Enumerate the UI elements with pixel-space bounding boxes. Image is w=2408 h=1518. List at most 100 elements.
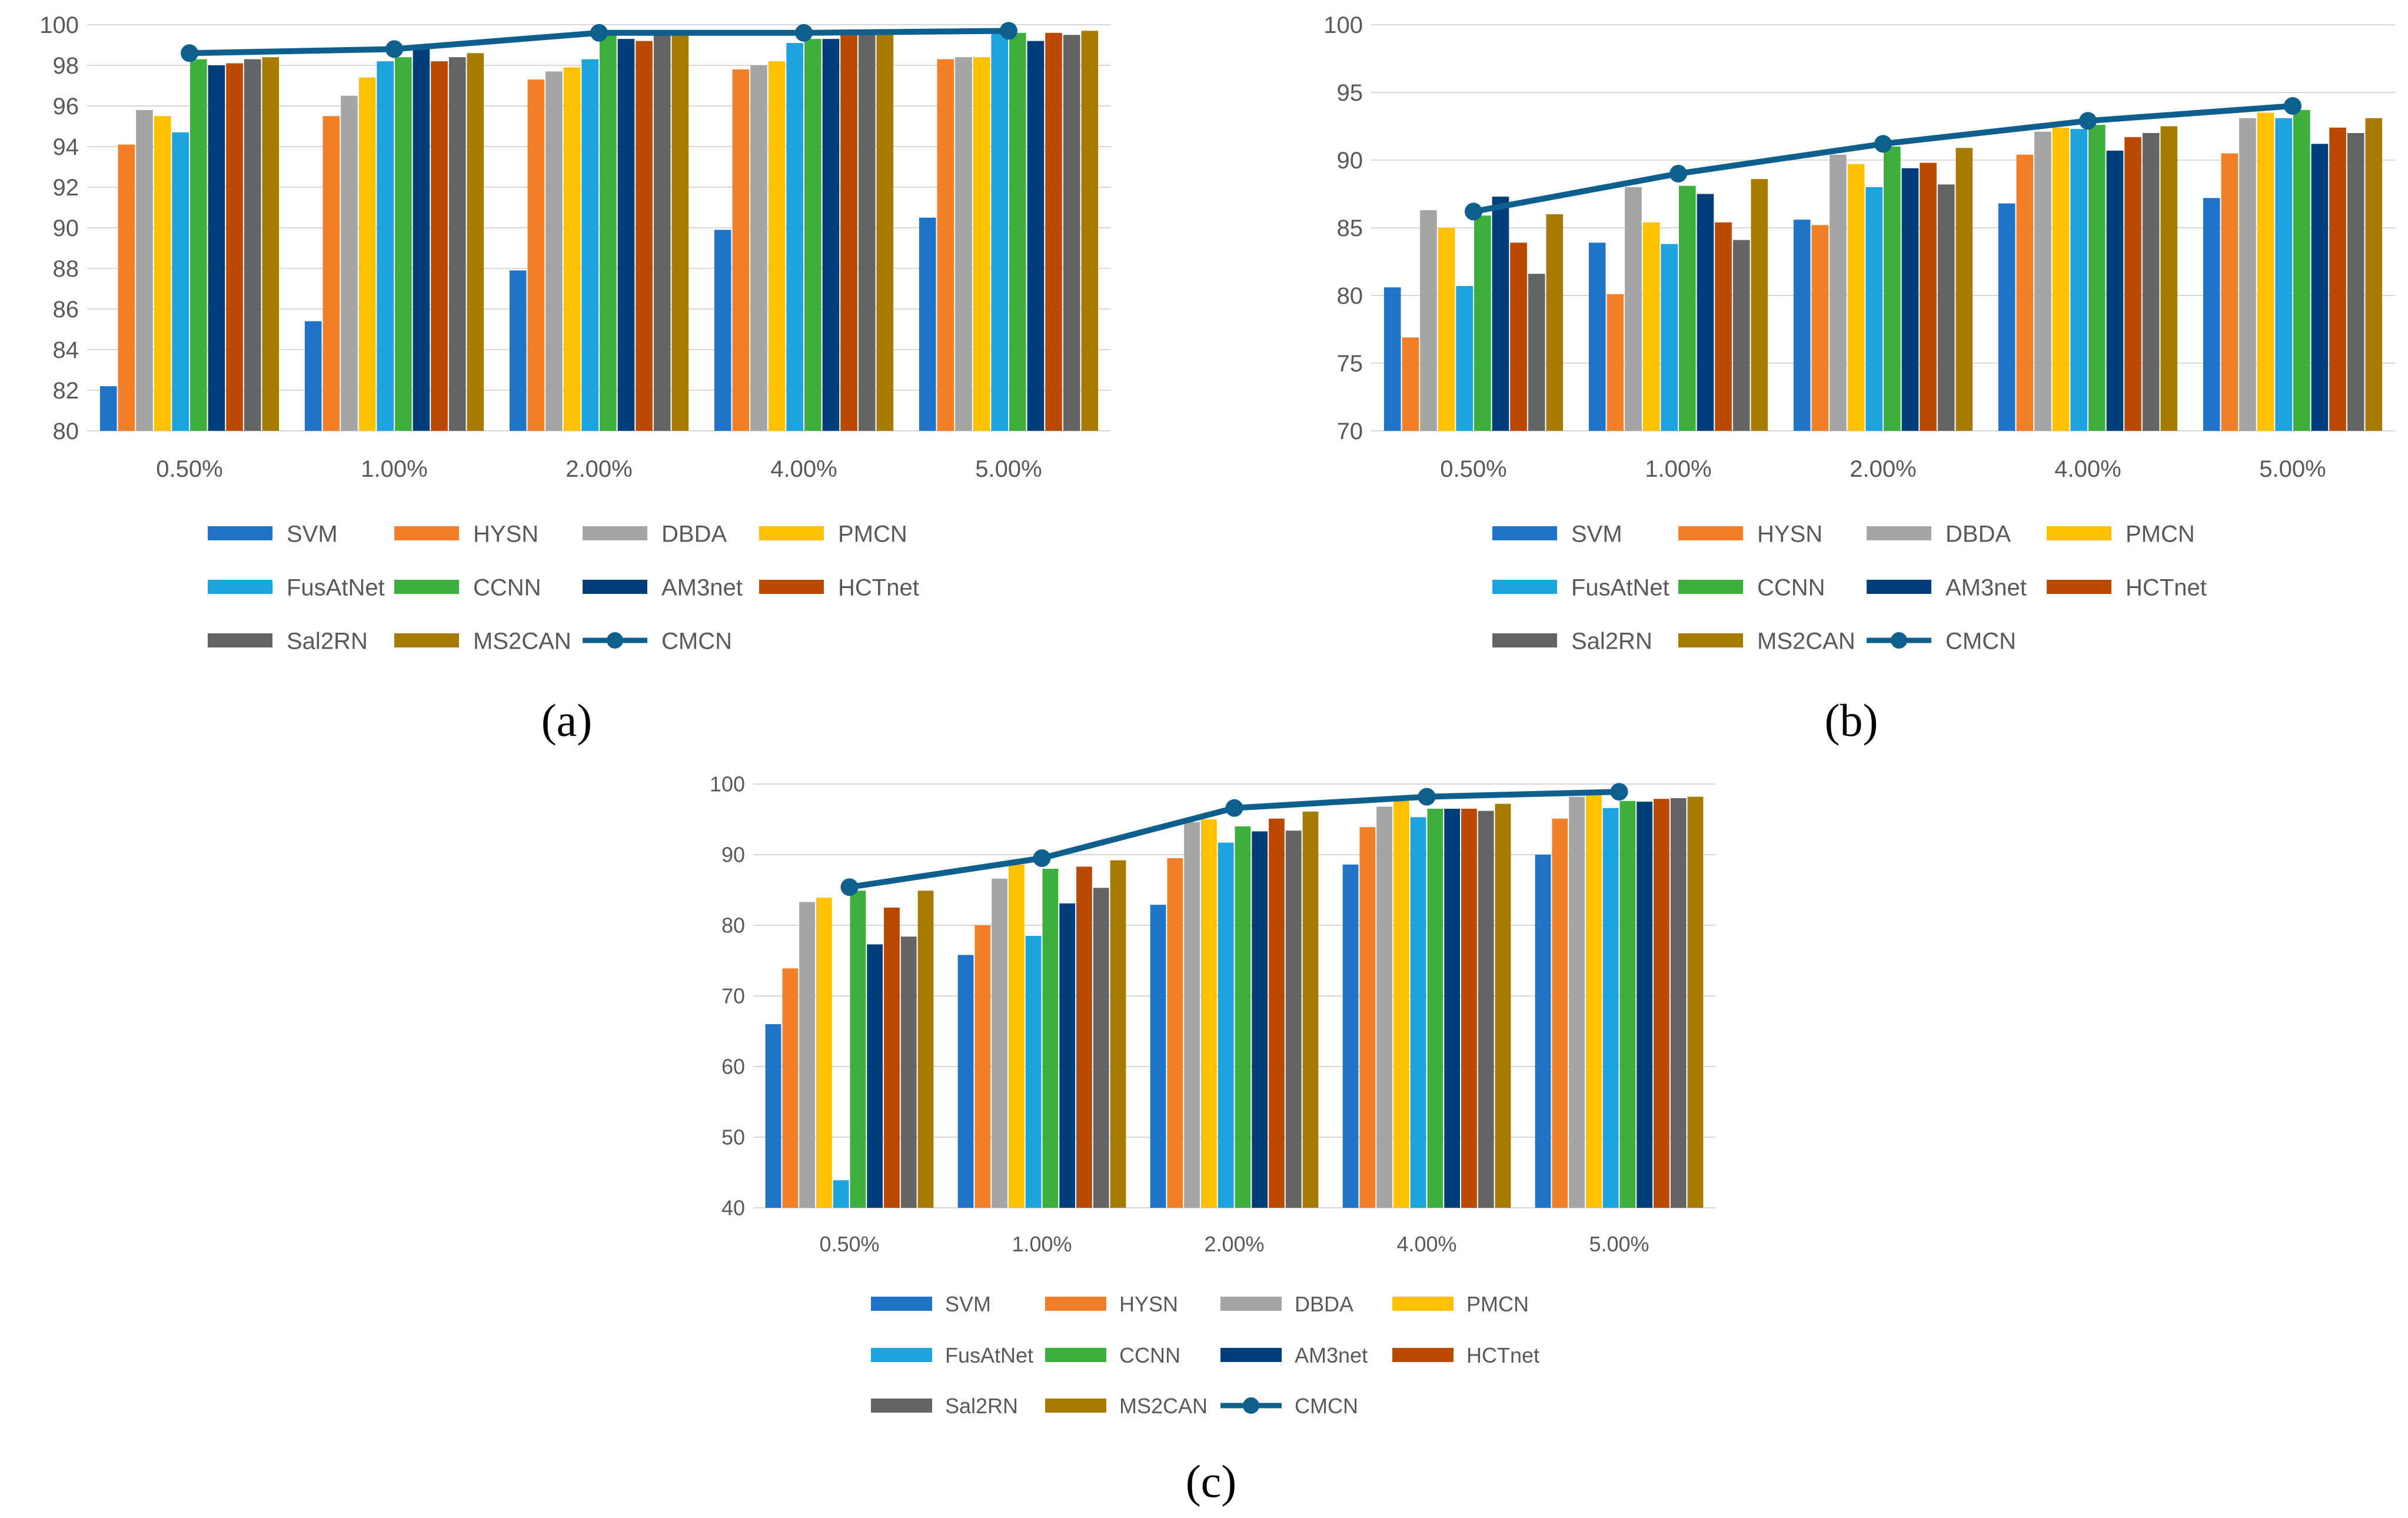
legend-label-sal2rn: Sal2RN [287,628,368,654]
bar-fusatnet-5 [1602,808,1619,1208]
bar-hctnet-5 [2329,127,2346,431]
bar-ccnn-3 [1235,826,1251,1208]
chart-b-x-ticks: 0.50% 1.00% 2.00% 4.00% 5.00% [1440,456,2326,482]
legend-swatch-sal2rn [871,1399,932,1413]
bar-hysn-3 [527,79,545,431]
bar-am3net-5 [1637,802,1653,1208]
legend-label-ms2can: MS2CAN [473,628,571,654]
bar-svm-1 [1383,287,1401,431]
bar-ms2can-4 [2160,126,2178,431]
legend-swatch-hctnet [759,580,824,594]
bar-am3net-2 [413,49,430,431]
bar-am3net-5 [1027,41,1045,431]
legend-label-cmcn: CMCN [1295,1394,1358,1418]
bar-pmcn-1 [1438,228,1455,431]
bar-sal2rn-2 [1093,888,1109,1208]
bar-dbda-4 [2034,131,2051,431]
point-cmcn-5 [1610,783,1628,801]
legend-label-am3net: AM3net [1945,574,2027,600]
bar-hctnet-1 [884,908,900,1208]
legend-swatch-pmcn [2047,526,2111,540]
bar-hysn-3 [1811,225,1829,431]
bar-svm-3 [1150,905,1166,1208]
bar-hysn-1 [1402,337,1419,431]
legend-label-hysn: HYSN [473,521,538,547]
bar-sal2rn-4 [858,35,876,431]
y-tick-label: 40 [721,1196,745,1220]
point-cmcn-2 [1033,849,1051,867]
legend-label-am3net: AM3net [661,574,743,600]
point-cmcn-1 [181,44,198,62]
bar-ccnn-2 [1679,185,1696,431]
bar-am3net-4 [1444,809,1461,1208]
legend-label-am3net: AM3net [1295,1343,1368,1367]
bar-am3net-5 [2311,144,2329,431]
bar-fusatnet-1 [1456,285,1473,431]
bar-ms2can-2 [1751,179,1768,431]
y-tick-label: 96 [53,94,79,119]
bar-dbda-1 [136,109,153,431]
bar-fusatnet-4 [2070,129,2087,431]
bar-hctnet-3 [1269,818,1285,1208]
legend-label-dbda: DBDA [661,521,727,547]
bar-hysn-2 [322,116,340,431]
bar-ccnn-5 [1009,32,1026,431]
bar-ms2can-5 [2365,118,2383,431]
bar-ms2can-1 [262,57,280,431]
legend-swatch-ms2can [1045,1399,1106,1413]
bar-dbda-4 [1376,806,1392,1208]
y-tick-label: 90 [721,843,745,867]
legend-swatch-ms2can [394,633,459,647]
legend-label-cmcn: CMCN [1945,628,2016,654]
bar-fusatnet-4 [1410,817,1426,1208]
bar-pmcn-5 [2257,112,2274,431]
legend-label-hctnet: HCTnet [838,574,919,600]
bar-sal2rn-1 [900,936,917,1208]
bar-sal2rn-5 [1670,798,1687,1208]
bar-ccnn-2 [1042,869,1059,1208]
y-tick-label: 82 [53,378,79,404]
bar-ms2can-1 [1546,214,1564,431]
bar-am3net-1 [1492,197,1509,431]
point-cmcn-3 [1225,799,1243,817]
legend-label-fusatnet: FusAtNet [945,1343,1033,1367]
x-tick-label: 5.00% [1589,1232,1649,1256]
bar-hctnet-4 [1461,809,1477,1208]
x-tick-label: 1.00% [1012,1232,1072,1256]
chart-b-caption: (b) [1825,695,1878,746]
bar-pmcn-4 [1393,800,1409,1208]
bar-pmcn-5 [1585,795,1602,1208]
y-tick-label: 86 [53,297,79,323]
bar-sal2rn-1 [1528,274,1545,431]
bar-fusatnet-4 [786,43,803,431]
bar-hysn-1 [118,144,135,431]
bar-hctnet-5 [1654,799,1669,1208]
chart-b-y-ticks: 70 75 80 85 90 95 100 [1323,12,1363,444]
bar-sal2rn-5 [1063,35,1080,431]
chart-b-line [1465,97,2301,221]
y-tick-label: 75 [1337,351,1363,377]
bar-dbda-2 [992,878,1007,1208]
bar-dbda-2 [341,95,358,431]
bar-fusatnet-1 [172,132,189,431]
legend-swatch-hctnet [2047,580,2111,594]
bar-pmcn-4 [768,61,786,431]
bar-ms2can-2 [467,53,484,431]
bar-hctnet-4 [2124,137,2141,431]
bar-pmcn-3 [563,67,581,431]
bar-pmcn-4 [2052,127,2070,431]
legend-swatch-hysn [1045,1297,1106,1311]
bar-fusatnet-3 [1218,842,1234,1208]
legend-label-ccnn: CCNN [1757,574,1825,600]
bar-hysn-2 [1607,294,1624,431]
bar-hctnet-1 [1510,243,1527,431]
chart-b-legend: SVM HYSN DBDA PMCN FusAtNet CCNN AM3net HCTnet S… [1492,521,2207,654]
bar-fusatnet-2 [1025,936,1042,1208]
legend-swatch-am3net [583,580,647,594]
bar-am3net-1 [867,944,883,1208]
y-tick-label: 100 [710,772,745,796]
bar-hysn-4 [1359,827,1376,1208]
x-tick-label: 0.50% [1440,456,1506,482]
x-tick-label: 1.00% [361,456,427,482]
